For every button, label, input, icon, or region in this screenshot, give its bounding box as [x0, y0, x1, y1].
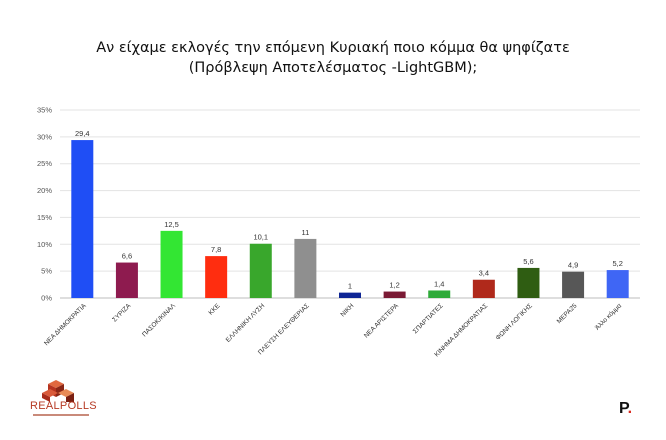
x-tick-label: Άλλο κόμμα	[593, 302, 623, 332]
bar	[472, 279, 495, 298]
x-tick-label: ΝΕΑ ΑΡΙΣΤΕΡΑ	[363, 302, 401, 340]
data-label: 4,9	[568, 261, 578, 270]
logo-underline	[33, 414, 89, 416]
x-tick-label: ΝΙΚΗ	[339, 302, 355, 318]
data-label: 6,6	[122, 252, 132, 261]
x-tick-label: ΚΚΕ	[207, 302, 222, 317]
x-tick-label: ΕΛΛΗΝΙΚΗ ΛΥΣΗ	[225, 302, 267, 344]
chart-subtitle: (Πρόβλεψη Αποτελέσματος -LightGBM);	[188, 60, 478, 76]
realpolls-logo-icon	[42, 380, 74, 402]
bar	[383, 291, 406, 298]
y-tick-label: 15%	[37, 213, 52, 222]
y-tick-label: 0%	[41, 294, 52, 303]
brand-mark-dot: .	[627, 400, 633, 417]
bar	[115, 262, 138, 298]
bar	[517, 267, 540, 298]
data-label: 1,2	[389, 281, 399, 290]
x-tick-label: ΠΑΣΟΚ/ΚΙΝΑΛ	[141, 302, 177, 338]
data-label: 5,2	[612, 259, 622, 268]
y-tick-label: 20%	[37, 186, 52, 195]
bar	[160, 230, 183, 298]
x-tick-label: ΚΙΝΗΜΑ ΔΗΜΟΚΡΑΤΙΑΣ	[433, 302, 489, 358]
data-label: 7,8	[211, 245, 221, 254]
bar	[249, 243, 272, 298]
bar	[294, 238, 317, 298]
y-tick-label: 10%	[37, 240, 52, 249]
bar	[606, 270, 629, 298]
bar	[339, 292, 361, 298]
brand-mark: P.	[619, 400, 632, 418]
y-tick-label: 25%	[37, 159, 52, 168]
data-label: 1,4	[434, 279, 444, 288]
y-tick-label: 35%	[37, 106, 52, 115]
x-tick-label: ΣΠΑΡΤΙΑΤΕΣ	[412, 302, 445, 335]
y-tick-label: 30%	[37, 132, 52, 141]
data-label: 3,4	[479, 269, 489, 278]
x-tick-label: ΦΩΝΗ ΛΟΓΙΚΗΣ	[495, 302, 534, 341]
data-label: 29,4	[75, 129, 90, 138]
bar	[562, 271, 585, 298]
bar	[428, 290, 451, 298]
x-tick-label: ΜΕΡΑ25	[556, 302, 579, 325]
bar	[205, 256, 228, 298]
x-tick-label: ΣΥΡΙΖΑ	[111, 302, 133, 324]
data-label: 12,5	[164, 220, 179, 229]
logo-text: REALPOLLS	[30, 400, 97, 412]
x-tick-label: ΠΛΕΥΣΗ ΕΛΕΥΘΕΡΙΑΣ	[257, 302, 311, 356]
data-label: 11	[301, 228, 309, 237]
brand-mark-letter: P	[619, 400, 628, 417]
data-label: 5,6	[523, 257, 533, 266]
y-tick-label: 5%	[41, 267, 52, 276]
x-tick-label: ΝΕΑ ΔΗΜΟΚΡΑΤΙΑ	[43, 302, 88, 347]
chart-title: Αν είχαμε εκλογές την επόμενη Κυριακή πο…	[96, 40, 570, 56]
bar	[71, 140, 94, 298]
data-label: 10,1	[253, 233, 268, 242]
data-label: 1	[348, 282, 352, 291]
